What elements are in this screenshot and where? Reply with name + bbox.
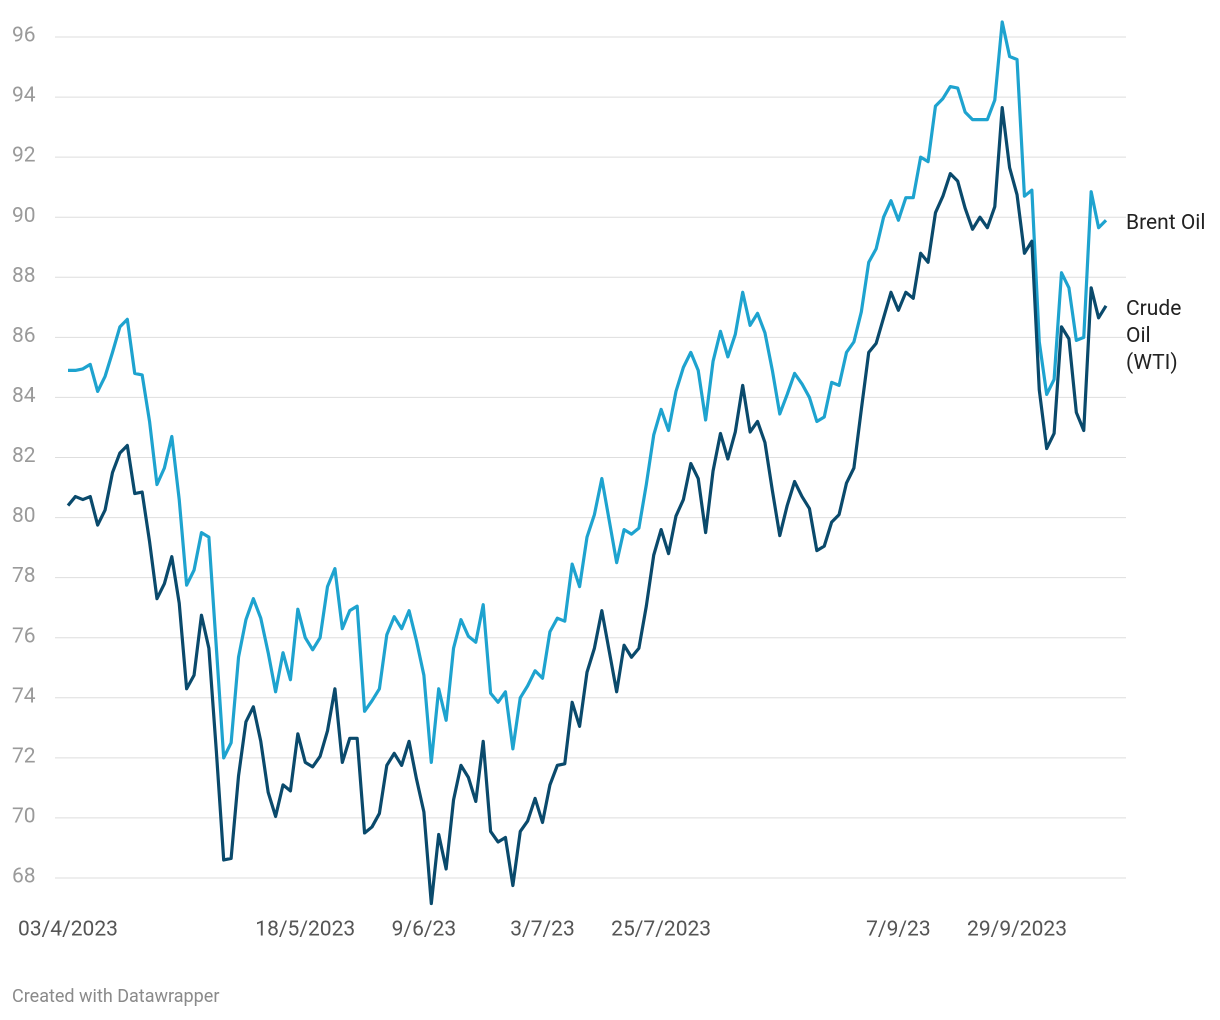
x-tick-label: 18/5/2023 xyxy=(255,918,355,942)
x-tick-label: 3/7/23 xyxy=(510,918,575,942)
x-tick-label: 25/7/2023 xyxy=(611,918,711,942)
line xyxy=(68,20,1108,764)
x-tick-label: 29/9/2023 xyxy=(967,918,1067,942)
y-tick-label: 78 xyxy=(12,564,36,588)
y-tick-label: 96 xyxy=(12,24,36,48)
y-tick-label: 86 xyxy=(12,324,36,348)
footer: Created with Datawrapper xyxy=(12,986,219,1007)
y-tick-label: 74 xyxy=(12,684,36,708)
x-tick-label: 9/6/23 xyxy=(392,918,457,942)
legend-label: Brent Oil xyxy=(1126,211,1206,235)
y-tick-label: 88 xyxy=(12,264,36,288)
y-tick-label: 72 xyxy=(12,744,36,768)
y-tick-label: 70 xyxy=(12,804,36,828)
y-tick-label: 68 xyxy=(12,865,36,889)
x-tick-label: 7/9/23 xyxy=(866,918,931,942)
y-tick-label: 94 xyxy=(12,84,36,108)
legend-label: Crude Oil (WTI) xyxy=(1126,297,1182,375)
y-tick-label: 92 xyxy=(12,144,36,168)
line xyxy=(66,105,1108,906)
y-tick-label: 80 xyxy=(12,504,36,528)
y-tick-label: 76 xyxy=(12,624,36,648)
y-tick-label: 82 xyxy=(12,444,36,468)
y-tick-label: 84 xyxy=(12,384,36,408)
x-tick-label: 03/4/2023 xyxy=(18,918,118,942)
y-tick-label: 90 xyxy=(12,204,36,228)
